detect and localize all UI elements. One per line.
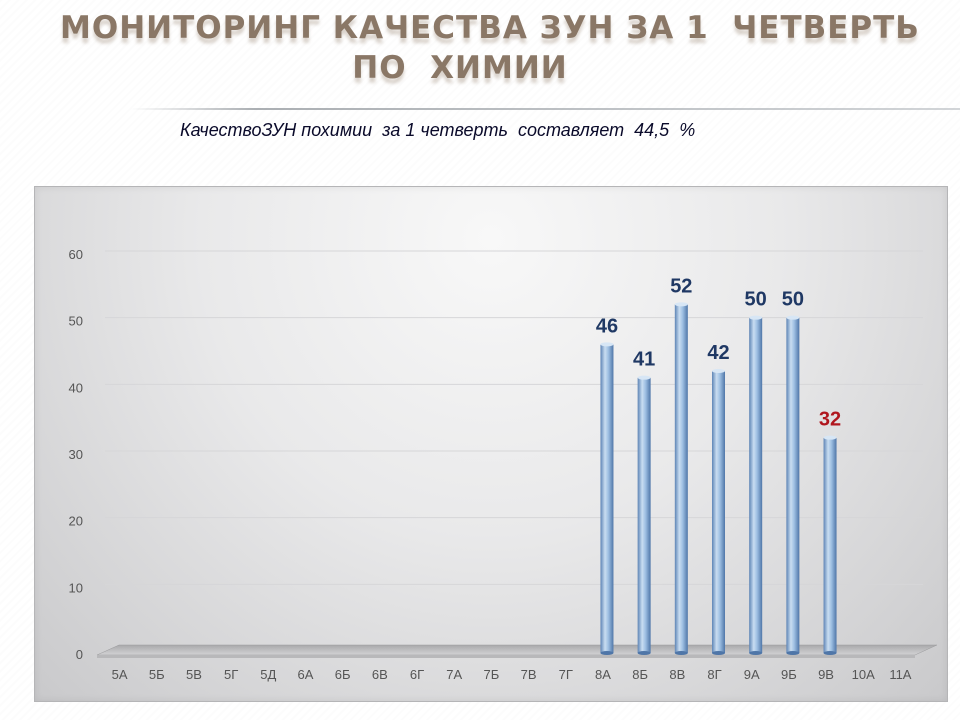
bar-base bbox=[674, 651, 688, 655]
bar-9В bbox=[823, 437, 837, 653]
chart-floor-edge bbox=[97, 655, 915, 658]
bar-9Б bbox=[786, 317, 800, 653]
bar-8Г bbox=[712, 371, 725, 653]
x-tick-label: 7Г bbox=[559, 667, 573, 682]
slide-title-line1: МОНИТОРИНГ КАЧЕСТВА ЗУН ЗА 1 ЧЕТВЕРТЬ bbox=[60, 10, 920, 46]
y-tick-label: 30 bbox=[69, 447, 83, 462]
bar-chart: 46 41 52 42 50 50 32 0 10 20 30 40 50 60 5А 5Б 5В 5Г 5Д 6А… bbox=[69, 247, 938, 682]
x-tick-label: 6Г bbox=[410, 667, 424, 682]
bar-top bbox=[637, 375, 651, 380]
y-tick-label: 40 bbox=[69, 380, 83, 395]
bar-top bbox=[674, 302, 688, 307]
bar-top bbox=[823, 435, 837, 440]
data-label: 41 bbox=[633, 349, 655, 371]
bar-base bbox=[637, 651, 651, 655]
x-tick-label: 6В bbox=[372, 667, 388, 682]
bar-top bbox=[600, 342, 614, 347]
slide-title: МОНИТОРИНГ КАЧЕСТВА ЗУН ЗА 1 ЧЕТВЕРТЬ ПО… bbox=[60, 8, 920, 88]
y-tick-label: 0 bbox=[76, 647, 83, 662]
y-tick-label: 60 bbox=[69, 247, 83, 262]
slide-subtitle: КачествоЗУН похимии за 1 четверть состав… bbox=[180, 120, 696, 140]
x-tick-label: 9А bbox=[744, 667, 760, 682]
x-tick-label: 10А bbox=[852, 667, 875, 682]
x-tick-label: 9В bbox=[818, 667, 834, 682]
data-label: 50 bbox=[745, 289, 767, 311]
x-tick-label: 7В bbox=[521, 667, 537, 682]
bar-base bbox=[823, 651, 837, 655]
data-label: 32 bbox=[819, 409, 841, 431]
x-tick-label: 8Г bbox=[707, 667, 721, 682]
bar-top bbox=[712, 369, 725, 373]
x-tick-label: 8В bbox=[669, 667, 685, 682]
y-tick-label: 50 bbox=[69, 314, 83, 329]
bar-base bbox=[600, 651, 614, 655]
y-tick-label: 20 bbox=[69, 514, 83, 529]
bar-8А bbox=[600, 344, 614, 653]
data-label: 46 bbox=[596, 315, 618, 337]
x-tick-label: 5В bbox=[186, 667, 202, 682]
chart-panel: 46 41 52 42 50 50 32 0 10 20 30 40 50 60 5А 5Б 5В 5Г 5Д 6А… bbox=[34, 186, 948, 702]
bar-8Б bbox=[637, 377, 651, 653]
x-tick-label: 6Б bbox=[335, 667, 351, 682]
data-label: 52 bbox=[670, 275, 692, 297]
data-label: 42 bbox=[707, 342, 729, 364]
bar-base bbox=[786, 651, 800, 655]
x-tick-label: 5Г bbox=[224, 667, 238, 682]
slide-title-line2: ПО ХИМИИ bbox=[352, 50, 568, 86]
x-tick-label: 7А bbox=[446, 667, 462, 682]
x-tick-label: 5А bbox=[112, 667, 128, 682]
x-tick-label: 5Д bbox=[260, 667, 276, 682]
chart-floor bbox=[96, 644, 938, 656]
x-tick-label: 8Б bbox=[632, 667, 648, 682]
bar-9А bbox=[749, 317, 763, 653]
x-tick-label: 8А bbox=[595, 667, 611, 682]
x-tick-label: 9Б bbox=[781, 667, 797, 682]
title-divider bbox=[130, 108, 960, 110]
y-tick-label: 10 bbox=[69, 580, 83, 595]
bar-top bbox=[786, 315, 800, 320]
bar-base bbox=[749, 651, 763, 655]
bar-base bbox=[712, 651, 725, 655]
bar-8В bbox=[674, 304, 688, 653]
bar-top bbox=[749, 315, 763, 320]
data-label: 50 bbox=[782, 289, 804, 311]
x-tick-label: 6А bbox=[298, 667, 314, 682]
x-tick-label: 11А bbox=[889, 667, 911, 682]
x-tick-label: 5Б bbox=[149, 667, 165, 682]
x-tick-label: 7Б bbox=[484, 667, 500, 682]
